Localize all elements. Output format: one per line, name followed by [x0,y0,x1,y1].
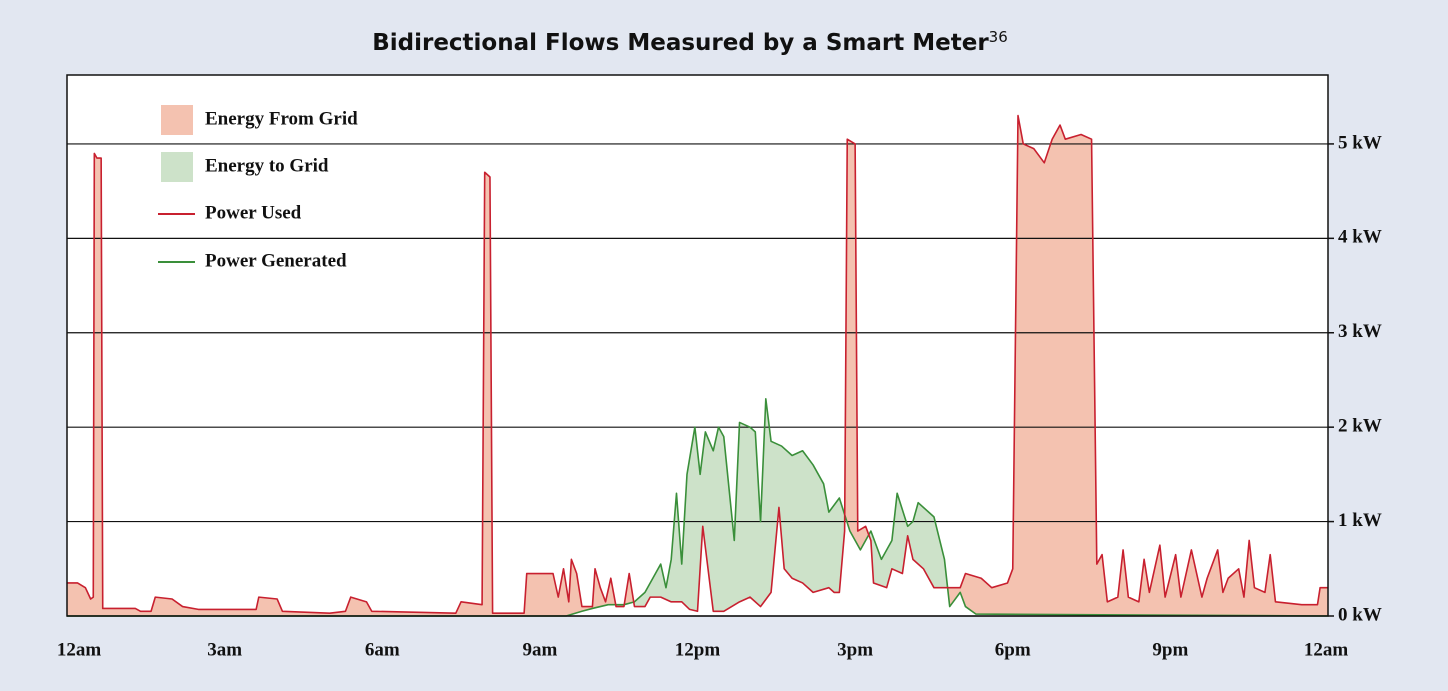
legend-label: Energy From Grid [205,108,358,129]
area-to-grid [67,398,1328,616]
plot: 0 kW 1 kW 2 kW 3 kW 4 kW 5 kW 12am 3am 6am 9am 12p… [57,114,1382,660]
legend-label: Energy to Grid [205,155,329,176]
x-tick-label: 3pm [837,639,873,660]
y-tick-label: 4 kW [1338,227,1382,248]
x-tick-label: 12pm [675,639,721,660]
y-tick-label: 1 kW [1338,510,1382,531]
title-text: Bidirectional Flows Measured by a Smart … [372,30,989,56]
line-1 [67,398,1329,617]
x-tick-label: 3am [207,639,242,660]
y-tick-label: 3 kW [1338,321,1382,342]
legend-label: Power Used [205,202,302,223]
x-tick-label: 9pm [1152,639,1188,660]
y-tick-label: 0 kW [1338,604,1382,625]
x-tick-label: 6am [365,639,400,660]
legend-swatch [161,152,193,182]
line-0 [67,114,1328,614]
legend-swatch [161,105,193,135]
y-tick-label: 2 kW [1338,416,1382,437]
legend-label: Power Generated [205,250,347,271]
area-from-grid [67,115,1328,616]
legend: Energy From Grid Energy to Grid Power Used… [158,105,358,271]
x-tick-label: 12am [57,639,102,660]
y-tick-label: 5 kW [1338,132,1382,153]
x-tick-label: 12am [1304,639,1349,660]
x-tick-label: 6pm [995,639,1031,660]
title-note: 36 [989,28,1008,46]
plot-frame [66,74,1329,617]
x-tick-label: 9am [522,639,557,660]
chart-title: Bidirectional Flows Measured by a Smart … [372,28,1008,56]
